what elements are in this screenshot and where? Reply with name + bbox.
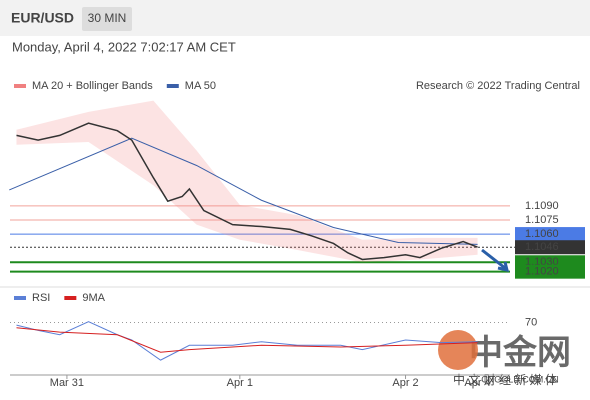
legend-swatch: [64, 296, 77, 300]
series-line: [9, 137, 478, 245]
x-tick-label: Mar 31: [50, 377, 84, 389]
legend-label: 9MA: [82, 292, 105, 304]
timestamp: Monday, April 4, 2022 7:02:17 AM CET: [12, 39, 236, 54]
watermark-icon: [438, 330, 478, 370]
x-tick-label: Apr 4: [464, 377, 490, 389]
forecast-arrow: [481, 248, 510, 272]
legend-swatch: [166, 84, 179, 88]
legend-label: MA 20 + Bollinger Bands: [32, 80, 153, 92]
level-label: 1.1075: [525, 214, 559, 226]
level-label: 1.1046: [525, 241, 559, 253]
credit: Research © 2022 Trading Central: [416, 80, 580, 92]
series-line: [16, 122, 478, 261]
legend-label: MA 50: [185, 80, 216, 92]
legend-swatch: [14, 84, 26, 88]
level-tag: [515, 240, 585, 255]
watermark-logo: 中金网: [469, 333, 571, 372]
level-tag: [515, 227, 585, 242]
interval: 30 MIN: [88, 11, 127, 25]
x-tick-label: Apr 2: [392, 377, 418, 389]
legend-label: RSI: [32, 292, 50, 304]
y-tick-label: 70: [525, 316, 537, 328]
series-line: [16, 327, 478, 353]
level-label: 1.1090: [525, 200, 559, 212]
level-label: 1.1020: [525, 266, 559, 278]
watermark-slogan: 中 文 财 经 新 媒 体: [453, 372, 557, 387]
series-line: [16, 321, 478, 361]
pair: EUR/USD: [11, 10, 74, 26]
x-tick-label: Apr 1: [227, 377, 253, 389]
interval-button[interactable]: [82, 7, 132, 31]
watermark-site: CNGOLD.COM.CN: [481, 374, 559, 384]
level-label: 1.1060: [525, 228, 559, 240]
level-tag: [515, 264, 585, 279]
legend-swatch: [14, 296, 26, 300]
